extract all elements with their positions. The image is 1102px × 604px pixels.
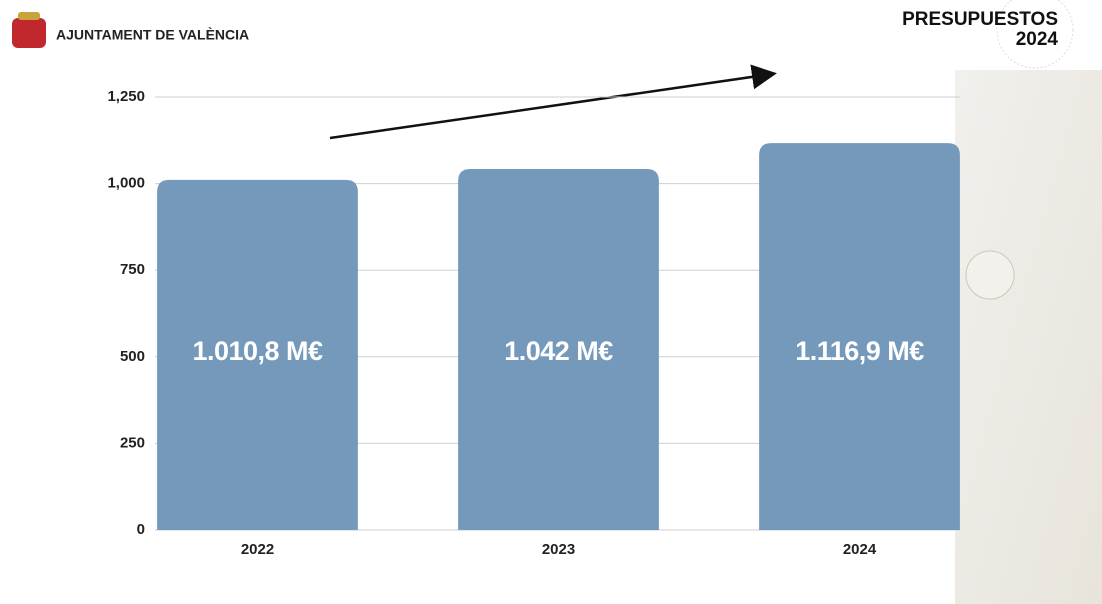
value-label: 1.010,8 M€ — [192, 336, 323, 366]
bar — [759, 143, 960, 530]
y-tick-label: 750 — [120, 261, 145, 278]
x-tick-label: 2022 — [241, 541, 274, 558]
badge-decoration — [996, 0, 1074, 69]
badge-title: PRESUPUESTOS — [902, 9, 1058, 30]
y-tick-label: 0 — [137, 521, 145, 538]
x-tick-label: 2023 — [542, 541, 575, 558]
trend-arrow — [329, 64, 777, 140]
y-tick-label: 250 — [120, 434, 145, 451]
organization-name: AJUNTAMENT DE VALÈNCIA — [56, 27, 249, 43]
x-tick-label: 2024 — [843, 541, 877, 558]
value-label: 1.042 M€ — [504, 336, 613, 366]
logo — [12, 12, 46, 48]
y-tick-label: 1,000 — [107, 175, 145, 192]
clock-decoration — [965, 250, 1015, 300]
bar — [157, 179, 358, 530]
y-tick-label: 1,250 — [107, 88, 145, 105]
y-tick-label: 500 — [120, 348, 145, 365]
background-building — [955, 70, 1102, 604]
bar — [458, 169, 659, 530]
value-label: 1.116,9 M€ — [795, 336, 924, 366]
badge-year: 2024 — [1016, 29, 1059, 50]
